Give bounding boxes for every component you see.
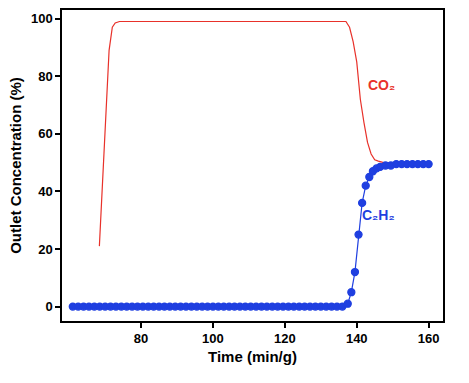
svg-text:60: 60 xyxy=(38,126,52,141)
svg-text:Time (min/g): Time (min/g) xyxy=(208,348,297,365)
svg-text:140: 140 xyxy=(346,331,368,346)
svg-text:160: 160 xyxy=(418,331,440,346)
svg-text:C₂H₂: C₂H₂ xyxy=(362,207,395,223)
svg-text:100: 100 xyxy=(202,331,224,346)
svg-text:80: 80 xyxy=(38,69,52,84)
svg-text:0: 0 xyxy=(45,299,52,314)
svg-text:Outlet Concentration (%): Outlet Concentration (%) xyxy=(7,77,24,254)
svg-text:CO₂: CO₂ xyxy=(368,77,395,93)
svg-text:120: 120 xyxy=(274,331,296,346)
svg-text:100: 100 xyxy=(31,11,53,26)
svg-text:80: 80 xyxy=(134,331,148,346)
svg-text:40: 40 xyxy=(38,184,52,199)
svg-text:20: 20 xyxy=(38,242,52,257)
